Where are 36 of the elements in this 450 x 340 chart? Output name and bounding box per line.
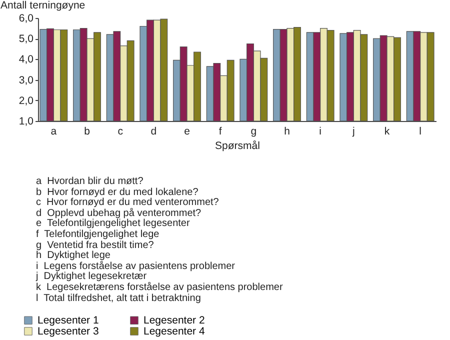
- x-tick-label: j: [351, 126, 355, 138]
- y-tick-label: 2,0: [18, 94, 34, 107]
- text: g Ventetid fra bestilt time?: [36, 240, 155, 251]
- y-tick-label: 3,0: [18, 74, 34, 86]
- y-tick-label: 4,0: [18, 54, 34, 66]
- x-tick-label: i: [319, 126, 322, 138]
- x-tick-label: k: [384, 126, 390, 138]
- x-tick-label: d: [150, 126, 157, 138]
- text: j Dyktighet legesekretær: [36, 271, 147, 282]
- text: l Total tilfredshet, alt tatt i betraktning: [36, 292, 202, 304]
- y-axis-title: Antall terningøyne: [0, 0, 86, 12]
- text: a Hvordan blir du møtt?: [36, 176, 144, 188]
- text: b Hvor fornøyd er du med lokalene?: [36, 186, 200, 198]
- x-tick-label: l: [419, 126, 422, 138]
- y-tick-label: 5,0: [18, 33, 34, 46]
- x-tick-label: a: [50, 126, 57, 138]
- x-tick-label: b: [84, 126, 90, 138]
- text: c Hvor fornøyd er du med venterommet?: [36, 197, 220, 208]
- text: d Opplevd ubehag på venterommet?: [36, 208, 202, 219]
- x-tick-label: f: [218, 126, 222, 138]
- x-tick-label: c: [118, 126, 123, 138]
- text: f Telefontilgjengelighet lege: [36, 228, 160, 240]
- legend-label: Legesenter 3: [38, 325, 99, 338]
- text: e Telefontilgjengelighet legesenter: [36, 218, 191, 230]
- y-tick-label: 6,0: [18, 12, 34, 24]
- text: h Dyktighet lege: [36, 250, 110, 262]
- x-axis-title: Spørsmål: [215, 140, 260, 152]
- legend-label: Legesenter 1: [38, 314, 99, 326]
- text: k Legesekretærens forståelse av pasientens problemer: [36, 282, 283, 294]
- x-tick-label: g: [250, 126, 257, 138]
- text: i Legens forståelse av pasientens problemer: [36, 260, 236, 272]
- legend-label: Legesenter 2: [144, 314, 205, 326]
- y-tick-label: 1,0: [18, 116, 34, 128]
- x-tick-label: e: [184, 126, 190, 138]
- legend-label: Legesenter 4: [144, 325, 205, 338]
- x-tick-label: h: [284, 126, 290, 138]
